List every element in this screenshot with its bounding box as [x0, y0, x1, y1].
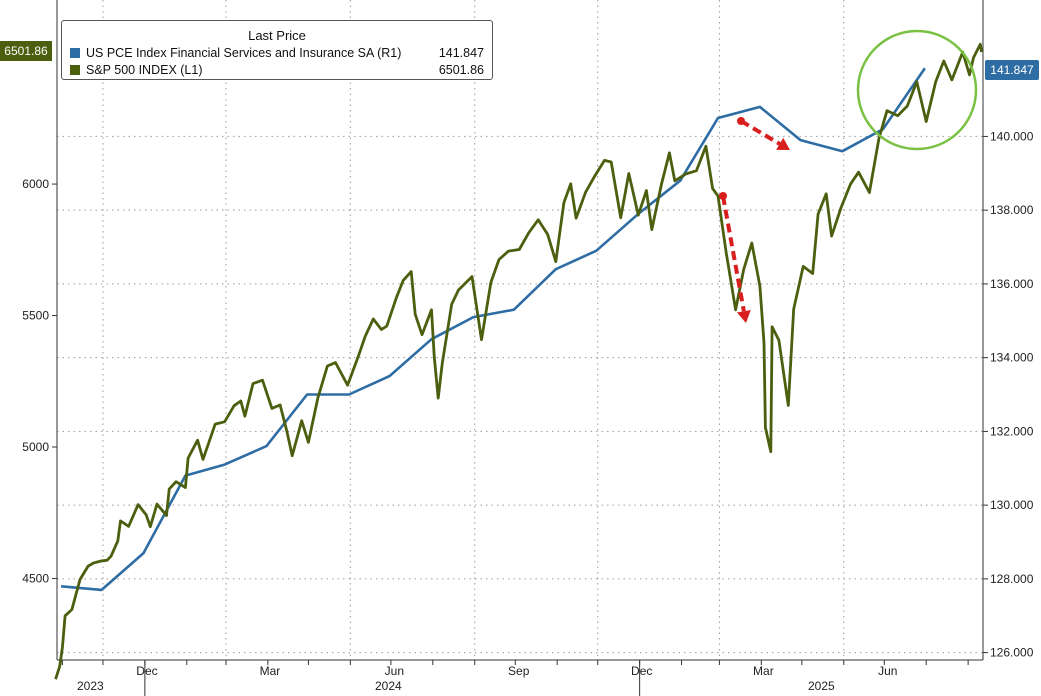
gridlines — [57, 0, 983, 660]
legend-label-pce: US PCE Index Financial Services and Insu… — [86, 45, 402, 60]
legend-value-sp500: 6501.86 — [438, 62, 484, 77]
arrow-head — [736, 309, 751, 323]
legend: Last Price US PCE Index Financial Servic… — [61, 20, 493, 80]
year-label: 2024 — [375, 679, 402, 693]
arrow-shaft — [739, 119, 781, 146]
right-axis-tick-label: 134.000 — [990, 351, 1034, 365]
left-axis-last-value-tag: 6501.86 — [0, 41, 52, 61]
right-axis-tick-label: 126.000 — [990, 646, 1034, 660]
year-label: 2025 — [808, 679, 835, 693]
right-axis-tick-label: 138.000 — [990, 203, 1034, 217]
x-axis-tick-label: Jun — [385, 664, 404, 678]
x-axis-tick-label: Sep — [508, 664, 530, 678]
legend-swatch-sp500 — [70, 64, 80, 75]
x-axis-tick-label: Jun — [878, 664, 897, 678]
legend-entry-sp500: S&P 500 INDEX (L1) 6501.86 — [70, 62, 484, 77]
annotation-arrow-sp500 — [719, 192, 751, 323]
annotation-arrow-pce — [737, 117, 790, 150]
series-layer — [54, 42, 983, 680]
x-axis-tick-label: Mar — [260, 664, 281, 678]
right-axis-tick-label: 136.000 — [990, 277, 1034, 291]
right-axis-tick-label: 132.000 — [990, 424, 1034, 438]
legend-entry-pce: US PCE Index Financial Services and Insu… — [70, 45, 484, 60]
left-axis-tick-label: 6000 — [22, 177, 49, 191]
left-axis-tick-label: 4500 — [22, 571, 49, 585]
x-axis-tick-label: Dec — [136, 664, 157, 678]
legend-title: Last Price — [248, 28, 306, 43]
annotations — [719, 29, 978, 323]
right-axis-last-value-tag: 141.847 — [985, 60, 1039, 80]
arrow-head — [776, 137, 790, 150]
arrow-shaft — [721, 195, 746, 312]
right-axis-tick-label: 130.000 — [990, 498, 1034, 512]
x-axis-tick-label: Mar — [753, 664, 774, 678]
highlight-circle — [856, 29, 978, 151]
left-axis-tick-label: 5500 — [22, 309, 49, 323]
axes: 126.000 128.000 130.000 132.000 134.000 136.0… — [22, 0, 1034, 696]
legend-value-pce: 141.847 — [438, 45, 484, 60]
series-line-pce — [60, 67, 926, 592]
series-line-sp500 — [54, 42, 983, 680]
left-axis-tick-label: 5000 — [22, 440, 49, 454]
legend-label-sp500: S&P 500 INDEX (L1) — [86, 62, 203, 77]
right-axis-tick-label: 128.000 — [990, 572, 1034, 586]
legend-swatch-pce — [70, 47, 80, 58]
right-axis-tick-label: 140.000 — [990, 129, 1034, 143]
year-label: 2023 — [77, 679, 104, 693]
x-axis-tick-label: Dec — [631, 664, 652, 678]
